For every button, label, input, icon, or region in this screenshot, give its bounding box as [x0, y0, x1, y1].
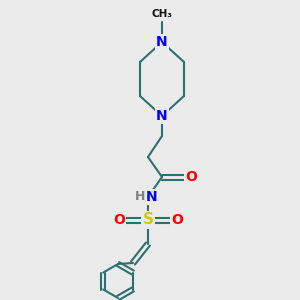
Text: S: S: [142, 212, 154, 227]
Text: O: O: [185, 170, 197, 184]
Text: N: N: [156, 109, 168, 123]
Text: N: N: [156, 35, 168, 49]
Text: CH₃: CH₃: [152, 9, 172, 19]
Text: N: N: [146, 190, 158, 204]
Text: O: O: [113, 213, 125, 227]
Text: H: H: [135, 190, 145, 203]
Text: O: O: [171, 213, 183, 227]
